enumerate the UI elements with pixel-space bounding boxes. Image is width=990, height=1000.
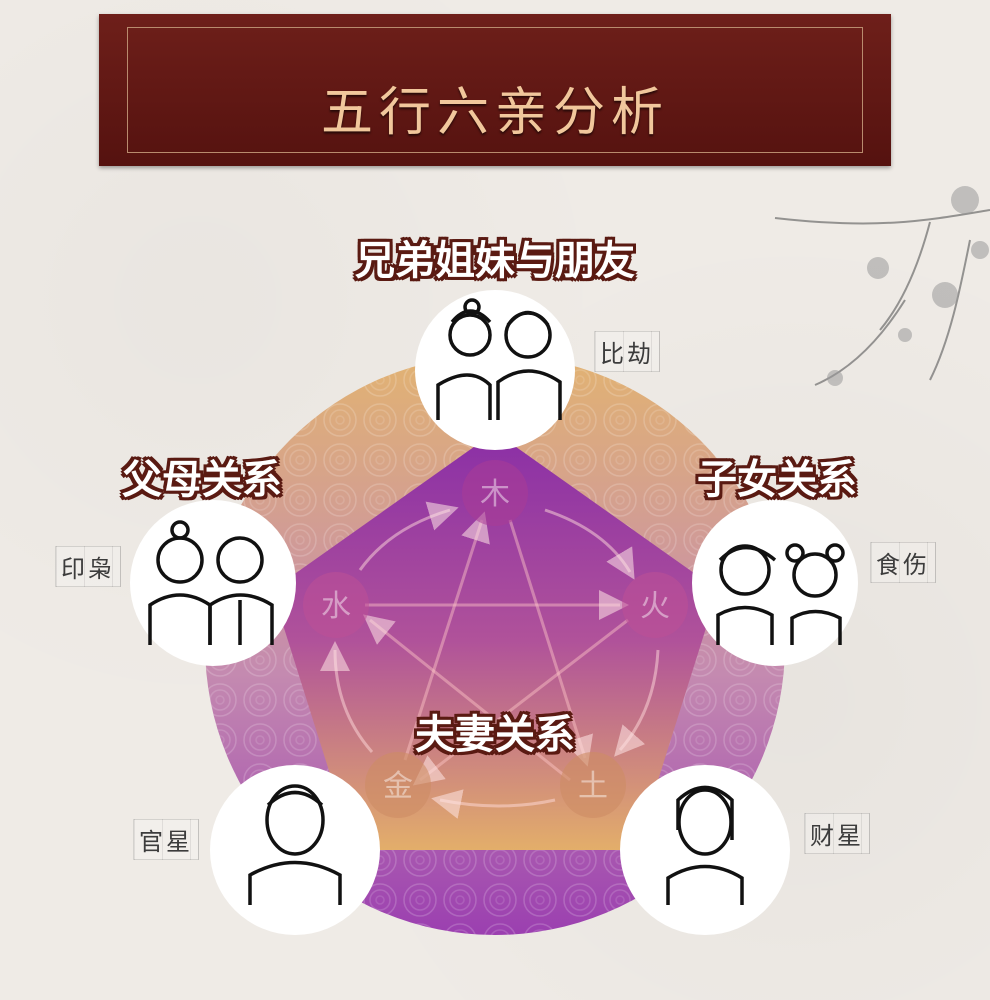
heading-parents: 父母关系 (122, 457, 282, 503)
siblings-portrait (415, 290, 575, 450)
page-title: 五行六亲分析 (320, 83, 669, 143)
tag-bijie: 比劫 (594, 331, 660, 372)
title-banner: 五行六亲分析 (99, 14, 891, 166)
husband-portrait (210, 765, 380, 935)
father-head-icon (216, 536, 264, 584)
tag-yinxiao: 印枭 (55, 546, 121, 587)
arrow-fire-metal (412, 618, 629, 786)
element-metal: 金 (365, 752, 431, 818)
wife-portrait (620, 765, 790, 935)
sister-body-icon (436, 373, 492, 420)
arrow-metal-wood (403, 511, 490, 761)
element-fire: 火 (622, 572, 688, 638)
tag-shishang: 食伤 (870, 542, 936, 583)
arrow-earth-metal (431, 789, 556, 819)
svg-text:木: 木 (480, 477, 510, 512)
element-water: 水 (303, 572, 369, 638)
svg-text:火: 火 (640, 589, 670, 624)
tag-guanxing: 官星 (133, 819, 199, 860)
element-wood: 木 (462, 460, 528, 526)
arrow-water-wood (358, 501, 459, 571)
pentagon (272, 432, 718, 850)
tag-caixing: 财星 (804, 813, 870, 854)
father-body-icon (208, 593, 274, 645)
children-portrait (692, 500, 858, 666)
banner-frame (127, 27, 863, 153)
arrow-wood-earth (508, 519, 593, 767)
arrow-wood-fire (544, 508, 635, 580)
element-earth: 土 (560, 752, 626, 818)
svg-text:水: 水 (321, 589, 351, 624)
girl-body-icon (790, 609, 842, 645)
arrow-metal-water (320, 641, 374, 753)
wife-body-icon (666, 864, 744, 905)
heading-children: 子女关系 (697, 457, 857, 503)
heading-spouse: 夫妻关系 (415, 712, 575, 758)
svg-text:金: 金 (383, 769, 413, 804)
boy-body-icon (716, 605, 774, 645)
husband-head-icon (265, 784, 325, 856)
arrow-earth-water (362, 614, 571, 782)
parents-portrait (130, 500, 296, 666)
husband-body-icon (248, 860, 342, 905)
brother-body-icon (496, 369, 562, 420)
heading-siblings: 兄弟姐妹与朋友 (355, 238, 635, 284)
arrow-fire-earth (614, 649, 660, 757)
svg-text:土: 土 (578, 769, 608, 804)
girl-head-icon (792, 552, 838, 598)
